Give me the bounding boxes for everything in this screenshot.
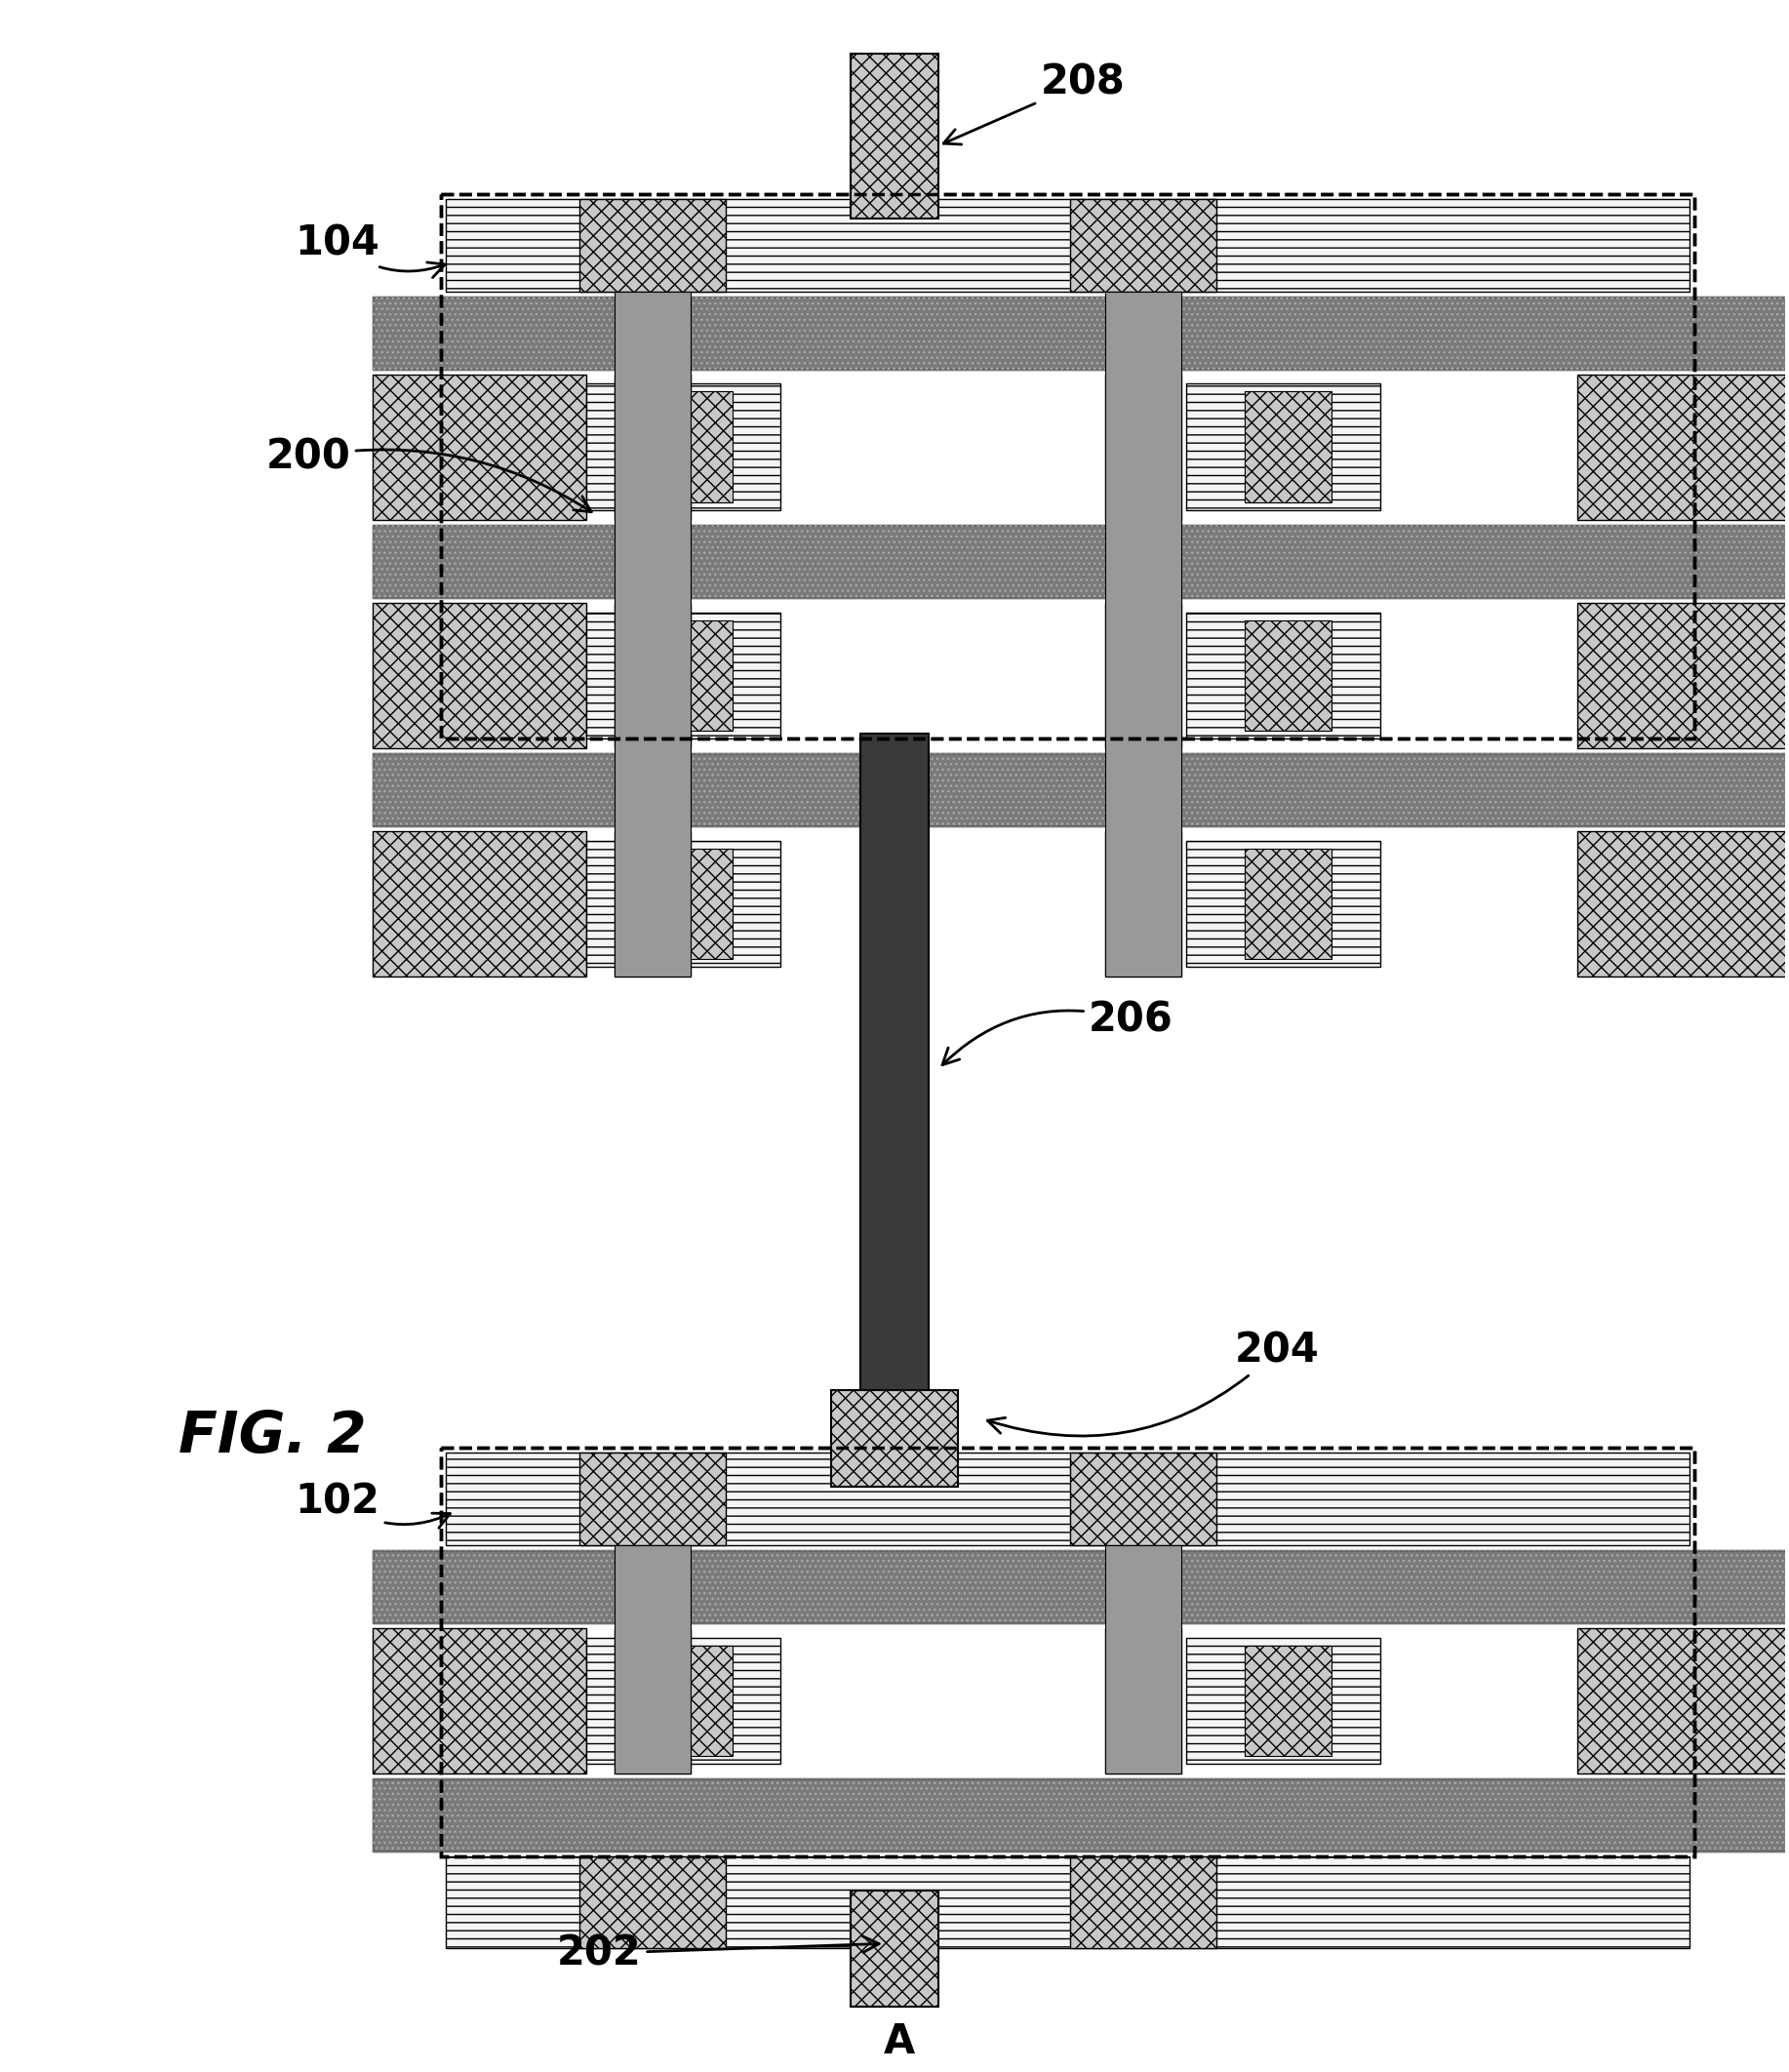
- Bar: [1106, 292, 1181, 976]
- Bar: [615, 603, 691, 748]
- Bar: [372, 1550, 1789, 1622]
- Bar: [1245, 620, 1331, 731]
- Bar: [1578, 1629, 1789, 1774]
- Bar: [644, 847, 732, 959]
- Bar: [615, 1546, 691, 1774]
- Bar: [1106, 1629, 1181, 1774]
- Bar: [587, 383, 780, 510]
- Bar: [372, 1778, 1789, 1850]
- Bar: [587, 611, 780, 738]
- Bar: [372, 752, 1789, 827]
- Text: A: A: [884, 2022, 916, 2062]
- Bar: [1578, 831, 1789, 976]
- Bar: [440, 195, 1694, 738]
- Bar: [644, 1645, 732, 1757]
- Bar: [445, 1452, 1689, 1546]
- Bar: [615, 375, 691, 520]
- Bar: [580, 1452, 725, 1546]
- Text: 102: 102: [295, 1481, 451, 1527]
- Bar: [1186, 841, 1381, 968]
- Bar: [372, 1550, 1789, 1622]
- Bar: [1578, 375, 1789, 520]
- Bar: [372, 1778, 1789, 1850]
- Bar: [615, 1629, 691, 1774]
- Bar: [587, 841, 780, 968]
- Bar: [852, 1890, 937, 2008]
- Bar: [445, 1857, 1689, 1948]
- Bar: [1106, 831, 1181, 976]
- Bar: [372, 524, 1789, 597]
- Bar: [861, 733, 928, 1394]
- Bar: [587, 1637, 780, 1763]
- Bar: [372, 296, 1789, 369]
- Bar: [440, 1448, 1694, 1857]
- Bar: [1106, 603, 1181, 748]
- Text: 200: 200: [267, 437, 592, 512]
- Text: FIG. 2: FIG. 2: [179, 1409, 367, 1465]
- Bar: [1186, 383, 1381, 510]
- Bar: [644, 620, 732, 731]
- Bar: [372, 375, 587, 520]
- Bar: [852, 54, 937, 220]
- Bar: [1070, 1857, 1217, 1948]
- Bar: [372, 603, 587, 748]
- Bar: [1245, 1645, 1331, 1757]
- Bar: [580, 199, 725, 292]
- Bar: [440, 195, 1694, 738]
- Bar: [1186, 611, 1381, 738]
- Text: 208: 208: [943, 62, 1125, 145]
- Text: 206: 206: [943, 1001, 1174, 1065]
- Bar: [372, 752, 1789, 827]
- Bar: [644, 392, 732, 501]
- Bar: [372, 296, 1789, 369]
- Bar: [615, 831, 691, 976]
- Bar: [1070, 1452, 1217, 1546]
- Bar: [372, 831, 587, 976]
- Bar: [1106, 375, 1181, 520]
- Bar: [440, 1448, 1694, 1857]
- Bar: [1245, 847, 1331, 959]
- Text: 104: 104: [295, 222, 445, 278]
- Text: 202: 202: [556, 1933, 878, 1975]
- Bar: [1578, 603, 1789, 748]
- Bar: [372, 1629, 587, 1774]
- Bar: [1106, 1546, 1181, 1774]
- Bar: [372, 524, 1789, 597]
- Bar: [1070, 199, 1217, 292]
- Bar: [832, 1390, 957, 1488]
- Bar: [445, 199, 1689, 292]
- Bar: [1186, 1637, 1381, 1763]
- Bar: [1245, 392, 1331, 501]
- Bar: [580, 1857, 725, 1948]
- Text: 204: 204: [988, 1330, 1318, 1436]
- Bar: [615, 292, 691, 976]
